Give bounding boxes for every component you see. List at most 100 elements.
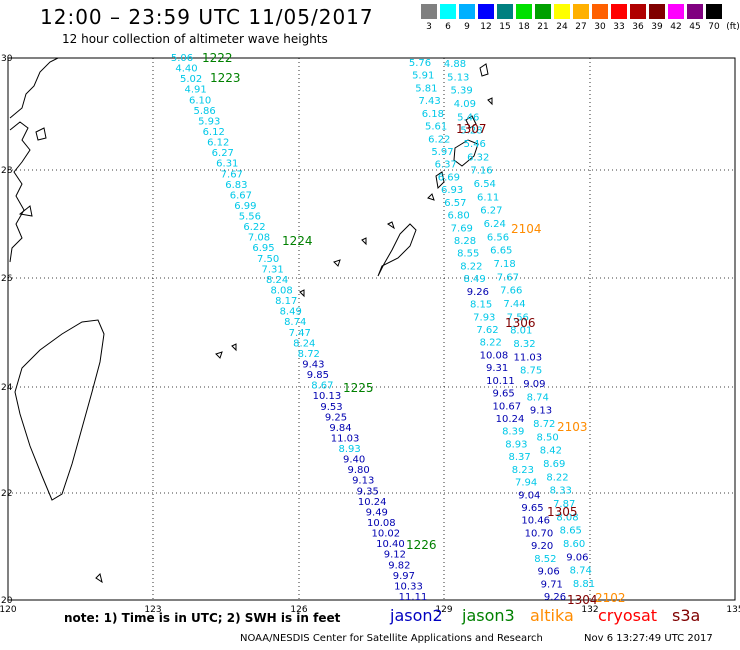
swh-value: 4.91 — [184, 85, 206, 96]
swh-value: 7.67 — [221, 169, 243, 180]
swh-value: 9.12 — [384, 550, 406, 561]
swh-value: 8.75 — [520, 366, 542, 377]
track-label-1307: 1307 — [456, 122, 487, 136]
swh-value: 6.18 — [422, 109, 444, 120]
swh-value: 6.27 — [212, 148, 234, 159]
satellite-jason2: jason2 — [390, 606, 443, 625]
swh-value: 8.15 — [470, 300, 492, 311]
scale-swatch — [421, 4, 437, 19]
scale-label: 42 — [670, 22, 682, 32]
swh-value: 9.20 — [531, 541, 553, 552]
lon-tick-label: 132 — [581, 605, 598, 615]
swh-value: 9.31 — [486, 363, 508, 374]
swh-value: 5.56 — [239, 212, 261, 223]
swh-value: 7.67 — [497, 272, 519, 283]
swh-value: 7.94 — [515, 478, 537, 489]
scale-swatch — [706, 4, 722, 19]
scale-swatch — [535, 4, 551, 19]
swh-value: 8.74 — [527, 392, 549, 403]
swh-value: 6.11 — [477, 192, 499, 203]
swh-value: 7.93 — [473, 312, 495, 323]
scale-label: 39 — [651, 22, 663, 32]
swh-value: 10.08 — [367, 518, 396, 529]
swh-value: 8.22 — [480, 338, 502, 349]
lon-tick-label: 126 — [290, 605, 307, 615]
swh-value: 9.26 — [467, 287, 489, 298]
swh-value: 8.55 — [457, 249, 479, 260]
scale-swatch — [516, 4, 532, 19]
swh-value: 7.87 — [553, 499, 575, 510]
swh-value: 6.57 — [444, 198, 466, 209]
credit-line: NOAA/NESDIS Center for Satellite Applica… — [240, 633, 543, 644]
swh-value: 8.50 — [536, 432, 558, 443]
swh-value: 5.61 — [425, 122, 447, 133]
swh-value: 5.46 — [457, 112, 479, 123]
swh-value: 7.47 — [289, 328, 311, 339]
swh-value: 8.49 — [280, 307, 302, 318]
swh-value: 8.52 — [534, 554, 556, 565]
swh-value: 9.82 — [388, 560, 410, 571]
swh-value: 9.09 — [523, 379, 545, 390]
swh-value: 8.72 — [533, 419, 555, 430]
swh-value: 5.39 — [450, 86, 472, 97]
scale-label: 18 — [518, 22, 530, 32]
scale-label: 24 — [556, 22, 568, 32]
track-label-1225: 1225 — [343, 381, 374, 395]
swh-value: 8.60 — [563, 539, 585, 550]
lat-tick-label: 28 — [1, 166, 13, 176]
swh-value: 10.13 — [313, 391, 342, 402]
satellite-s3a: s3a — [672, 606, 701, 625]
swh-value: 8.93 — [338, 444, 360, 455]
track-label-1226: 1226 — [406, 538, 437, 552]
swh-value: 6.12 — [203, 127, 225, 138]
swh-value: 9.13 — [530, 406, 552, 417]
swh-value: 8.23 — [512, 465, 534, 476]
swh-value: 6.22 — [428, 134, 450, 145]
scale-swatch — [649, 4, 665, 19]
swh-value: 5.06 — [171, 53, 193, 64]
swh-value: 5.93 — [198, 116, 220, 127]
swh-value: 4.40 — [175, 64, 197, 75]
swh-value: 9.85 — [307, 370, 329, 381]
swh-value: 8.81 — [573, 579, 595, 590]
swh-value: 10.02 — [371, 529, 400, 540]
map-frame — [7, 57, 736, 601]
swh-value: 7.31 — [261, 264, 283, 275]
swh-value: 5.97 — [431, 147, 453, 158]
swh-value: 9.53 — [320, 402, 342, 413]
swh-value: 9.06 — [566, 552, 588, 563]
swh-value: 9.26 — [544, 592, 566, 603]
swh-value: 8.37 — [508, 452, 530, 463]
swh-value: 6.93 — [441, 185, 463, 196]
lon-tick-label: 129 — [435, 605, 452, 615]
scale-swatch — [573, 4, 589, 19]
swh-value: 9.84 — [329, 423, 351, 434]
scale-label: 33 — [613, 22, 625, 32]
scale-unit: (ft) — [726, 22, 740, 32]
swh-value: 9.65 — [492, 389, 514, 400]
track-label-1304: 1304 — [567, 593, 598, 607]
swh-value: 6.32 — [467, 152, 489, 163]
swh-value: 8.69 — [543, 459, 565, 470]
footnote: note: 1) Time is in UTC; 2) SWH is in fe… — [64, 611, 341, 625]
swh-value: 9.04 — [518, 490, 540, 501]
scale-label: 70 — [708, 22, 720, 32]
swh-value: 6.99 — [234, 201, 256, 212]
track-label-2104: 2104 — [511, 222, 542, 236]
swh-value: 9.43 — [302, 360, 324, 371]
swh-value: 5.28 — [460, 126, 482, 137]
swh-value: 9.06 — [537, 567, 559, 578]
lat-tick-label: 30 — [1, 54, 13, 64]
scale-swatch — [459, 4, 475, 19]
swh-value: 6.95 — [252, 243, 274, 254]
coastline-ryukyu-islands — [95, 63, 493, 584]
lon-tick-label: 120 — [0, 605, 17, 615]
swh-value: 9.13 — [352, 476, 374, 487]
swh-value: 7.50 — [257, 254, 279, 265]
scale-label: 45 — [689, 22, 701, 32]
swh-value: 6.54 — [474, 179, 496, 190]
swh-value: 10.46 — [521, 516, 550, 527]
coastline-china — [9, 57, 59, 263]
swh-value: 8.33 — [550, 486, 572, 497]
